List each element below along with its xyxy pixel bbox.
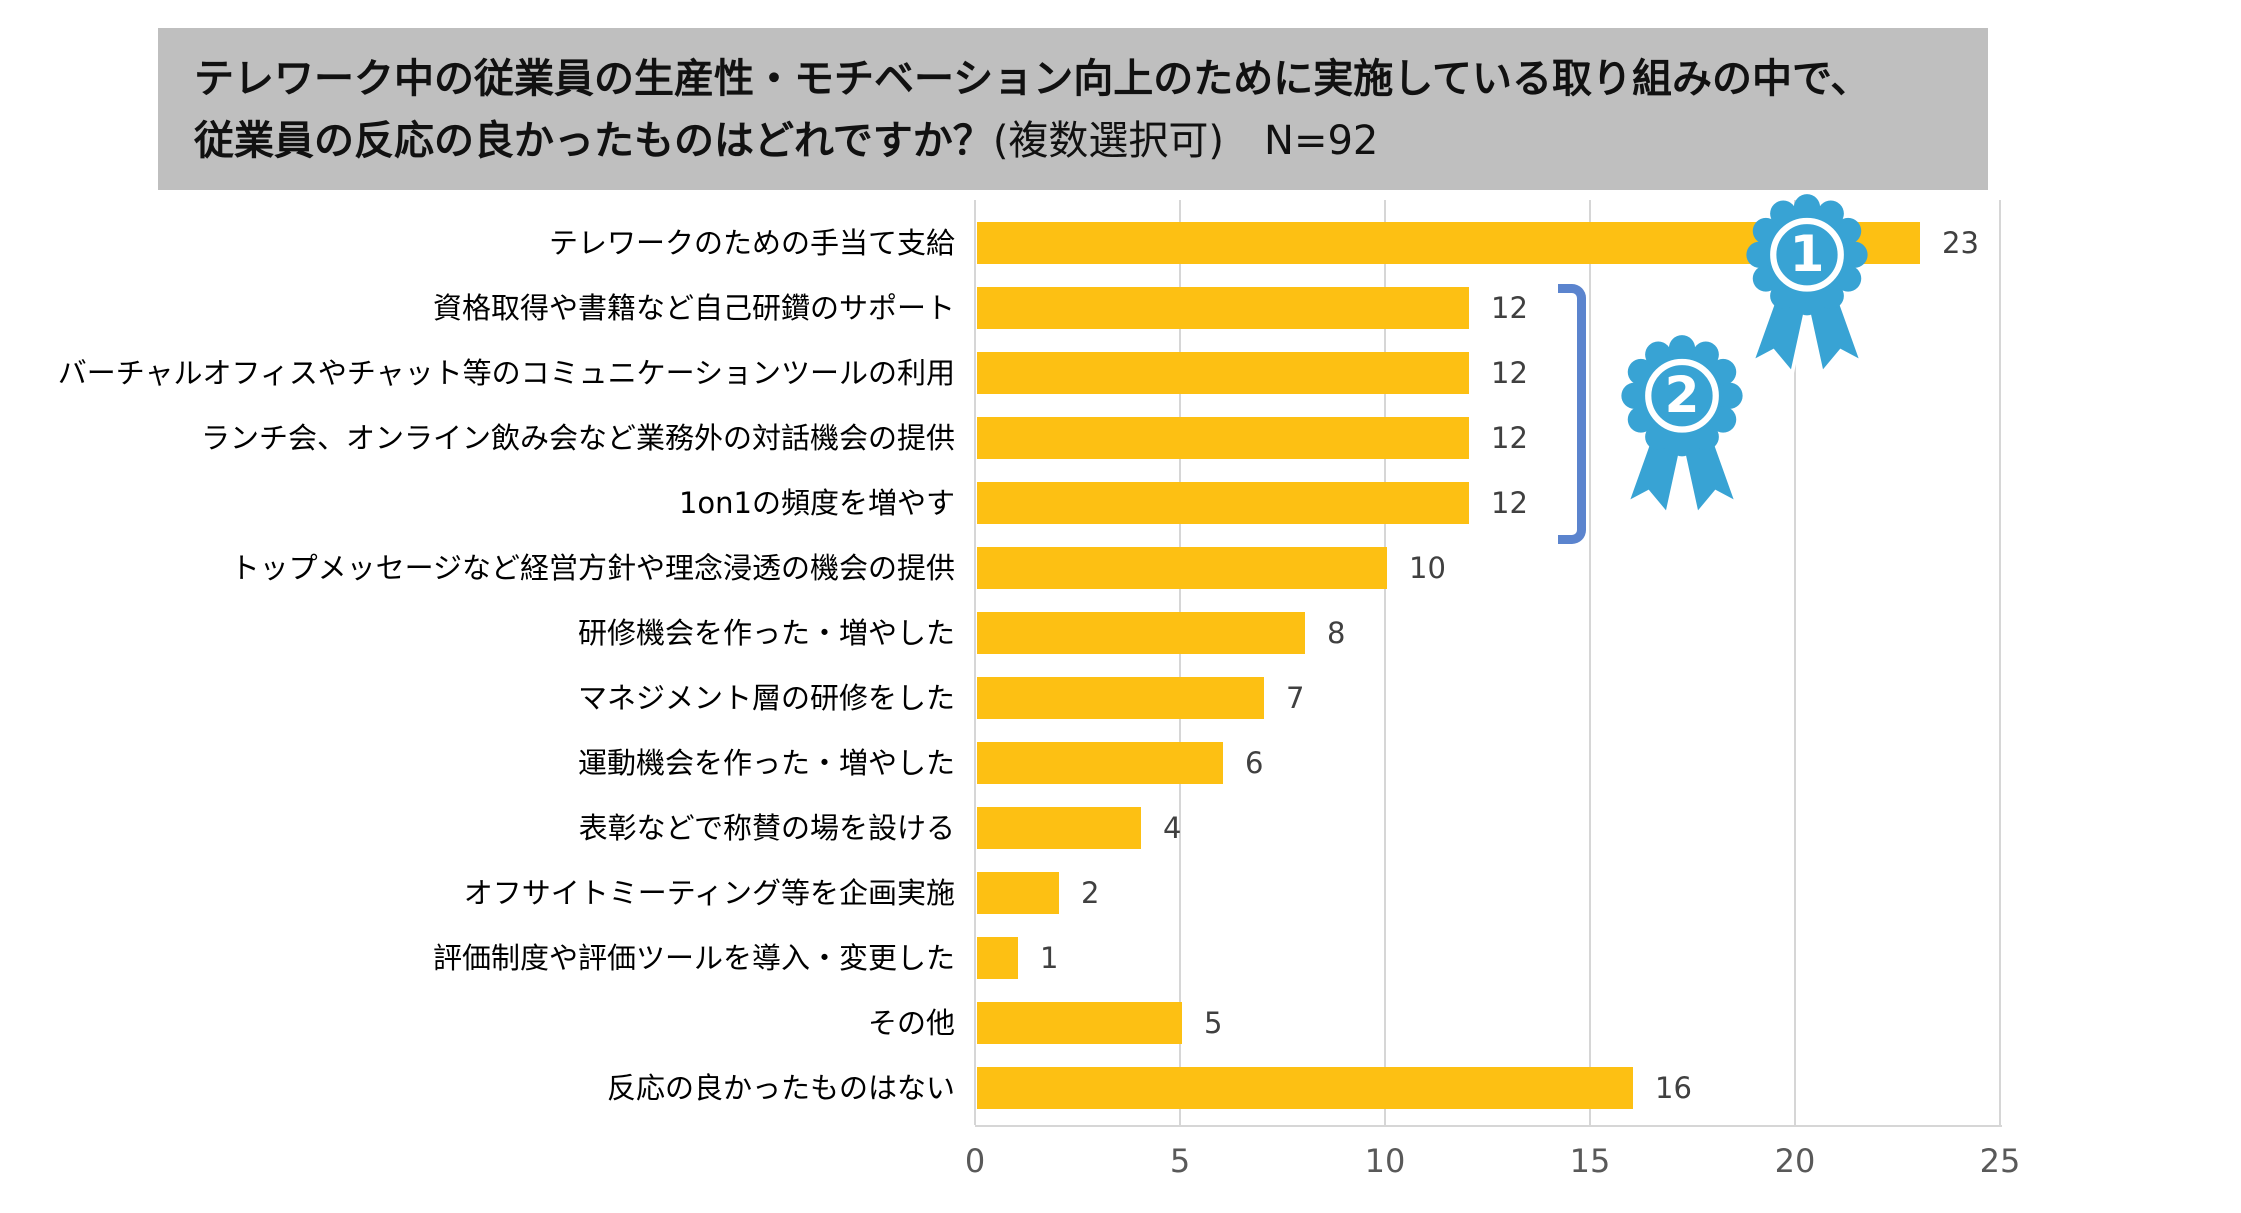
rank1-badge: 1 <box>1746 194 1868 378</box>
bar <box>977 352 1469 394</box>
x-tick-label-5: 5 <box>1169 1142 1191 1180</box>
category-label: 運動機会を作った・増やした <box>577 746 955 780</box>
category-label: 1on1の頻度を増やす <box>678 486 955 520</box>
value-label: 1 <box>1040 941 1059 975</box>
badge-scallop <box>1627 358 1654 386</box>
value-label: 4 <box>1163 811 1182 845</box>
bar <box>977 547 1387 589</box>
bar <box>977 937 1018 979</box>
rank2-group-bracket <box>1558 284 1586 544</box>
bar <box>977 417 1469 459</box>
gridline-x-10 <box>1384 200 1386 1125</box>
badge-scallop <box>1841 241 1868 268</box>
category-label: 資格取得や書籍など自己研鑽のサポート <box>432 291 955 325</box>
category-label: ランチ会、オンライン飲み会など業務外の対話機会の提供 <box>200 421 955 455</box>
badge-scallop <box>1770 282 1797 309</box>
x-tick-label-25: 25 <box>1979 1142 2021 1180</box>
value-label: 23 <box>1942 226 1979 260</box>
category-label: オフサイトミーティング等を企画実施 <box>463 876 955 910</box>
rank2-badge: 2 <box>1621 335 1743 519</box>
gridline-x-0 <box>974 200 976 1125</box>
value-label: 10 <box>1409 551 1446 585</box>
bar <box>977 1067 1633 1109</box>
value-label: 8 <box>1327 616 1346 650</box>
badge-scallop <box>1645 341 1672 368</box>
bar <box>977 612 1305 654</box>
x-tick-label-0: 0 <box>964 1142 986 1180</box>
badge-scallop <box>1752 217 1779 245</box>
chart-title-line2-question: 従業員の反応の良かったものはどれですか？ <box>194 118 993 164</box>
x-tick-label-20: 20 <box>1774 1142 1816 1180</box>
badge-ring <box>1645 358 1719 433</box>
category-label: 評価制度や評価ツールを導入・変更した <box>432 941 955 975</box>
badge-scallop <box>1817 282 1844 309</box>
value-label: 12 <box>1491 291 1528 325</box>
category-label: その他 <box>867 1006 955 1040</box>
value-label: 12 <box>1491 356 1528 390</box>
gridline-x-25 <box>1999 200 2001 1125</box>
badge-rank-number: 2 <box>1665 366 1700 424</box>
badge-scallop <box>1627 406 1654 433</box>
badge-scallop <box>1793 194 1821 221</box>
badge-scallop <box>1668 335 1696 362</box>
badge-scallop <box>1746 241 1773 268</box>
badge-scallop <box>1692 423 1719 450</box>
category-label: マネジメント層の研修をした <box>577 681 955 715</box>
badge-rank-number: 1 <box>1790 225 1825 283</box>
badge-scallop <box>1835 265 1862 292</box>
bar <box>977 482 1469 524</box>
badge-scallop <box>1817 200 1844 227</box>
badge-scallop <box>1835 217 1862 245</box>
badge-scallop <box>1793 289 1821 316</box>
badge-scallop <box>1621 382 1648 409</box>
badge-scallop <box>1710 358 1737 386</box>
value-label: 12 <box>1491 421 1528 455</box>
chart-title-line2: 従業員の反応の良かったものはどれですか？(複数選択可) N=92 <box>194 110 1988 172</box>
badge-scallop <box>1668 430 1696 457</box>
bar <box>977 742 1223 784</box>
value-label: 16 <box>1655 1071 1692 1105</box>
badge-scallop <box>1716 382 1743 409</box>
category-label: バーチャルオフィスやチャット等のコミュニケーションツールの利用 <box>57 356 955 390</box>
bar <box>977 807 1141 849</box>
gridline-x-20 <box>1794 200 1796 1125</box>
badge-scallop <box>1645 423 1672 450</box>
value-label: 5 <box>1204 1006 1223 1040</box>
category-label: トップメッセージなど経営方針や理念浸透の機会の提供 <box>230 551 955 585</box>
x-axis-line <box>975 1125 2002 1127</box>
chart-title-line2-note: (複数選択可) N=92 <box>992 118 1379 164</box>
bar <box>977 1002 1182 1044</box>
x-tick-label-15: 15 <box>1569 1142 1611 1180</box>
badge-scallop <box>1692 341 1719 368</box>
value-label: 2 <box>1081 876 1100 910</box>
bar <box>977 872 1059 914</box>
value-label: 7 <box>1286 681 1305 715</box>
badge-scallop <box>1752 265 1779 292</box>
bar <box>977 287 1469 329</box>
category-label: 表彰などで称賛の場を設ける <box>578 811 955 845</box>
badge-scallop <box>1710 406 1737 433</box>
category-label: 研修機会を作った・増やした <box>577 616 955 650</box>
bar <box>977 677 1264 719</box>
chart-title-banner: テレワーク中の従業員の生産性・モチベーション向上のために実施している取り組みの中… <box>158 28 1988 190</box>
value-label: 6 <box>1245 746 1264 780</box>
category-label: 反応の良かったものはない <box>606 1071 955 1105</box>
category-label: テレワークのための手当て支給 <box>548 226 955 260</box>
gridline-x-15 <box>1589 200 1591 1125</box>
chart-title-line1: テレワーク中の従業員の生産性・モチベーション向上のために実施している取り組みの中… <box>194 56 1871 102</box>
x-tick-label-10: 10 <box>1364 1142 1406 1180</box>
badge-scallop <box>1770 200 1797 227</box>
value-label: 12 <box>1491 486 1528 520</box>
badge-ring <box>1770 217 1844 292</box>
gridline-x-5 <box>1179 200 1181 1125</box>
